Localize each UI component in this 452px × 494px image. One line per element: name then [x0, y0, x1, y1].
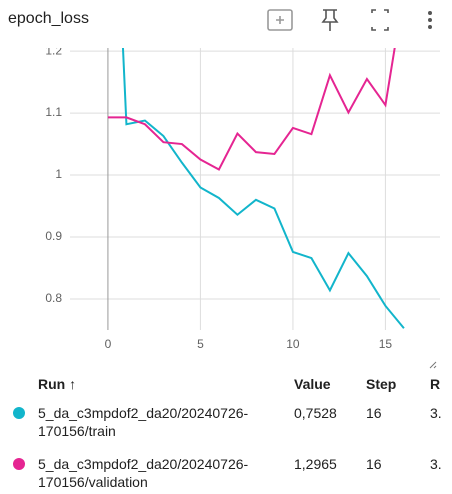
dot [428, 18, 432, 22]
dot [428, 25, 432, 29]
y-tick-label: 1 [55, 167, 62, 181]
dot [428, 11, 432, 15]
run-name: 5_da_c3mpdof2_da20/20240726-170156/train [38, 405, 249, 439]
pin-icon[interactable] [321, 9, 339, 31]
run-step: 16 [366, 456, 382, 472]
y-tick-label: 1.2 [45, 43, 62, 57]
run-step: 16 [366, 405, 382, 421]
run-value: 0,7528 [294, 405, 337, 421]
run-relative: 3. [430, 456, 442, 472]
series-line [107, 48, 396, 171]
expand-icon[interactable] [371, 9, 389, 31]
fit-icon[interactable] [267, 9, 293, 31]
more-icon[interactable] [428, 11, 432, 29]
run-color[interactable] [13, 407, 25, 419]
toolbar[interactable] [267, 9, 389, 31]
header-step: Step [366, 376, 397, 392]
header-relative: R [430, 376, 441, 392]
resize-icon[interactable] [429, 361, 437, 369]
chart-title: epoch_loss [8, 10, 89, 27]
header-value: Value [294, 376, 331, 392]
y-tick-label: 1.1 [45, 105, 62, 119]
run-relative: 3. [430, 405, 442, 421]
y-tick-label: 0.9 [45, 229, 62, 243]
run-value: 1,2965 [294, 456, 337, 472]
x-tick-label: 5 [197, 337, 204, 351]
header-run[interactable]: Run ↑ [38, 376, 77, 392]
series-line [121, 48, 405, 329]
run-name: 5_da_c3mpdof2_da20/20240726-170156/valid… [38, 456, 249, 490]
fit-cross [276, 16, 284, 24]
y-tick-label: 0.8 [45, 291, 62, 305]
y-labels: 0.8 0.9 1 1.1 1.2 [45, 43, 62, 305]
run-color[interactable] [13, 458, 25, 470]
x-tick-label: 15 [379, 337, 393, 351]
x-tick-label: 0 [105, 337, 112, 351]
x-tick-label: 10 [286, 337, 300, 351]
